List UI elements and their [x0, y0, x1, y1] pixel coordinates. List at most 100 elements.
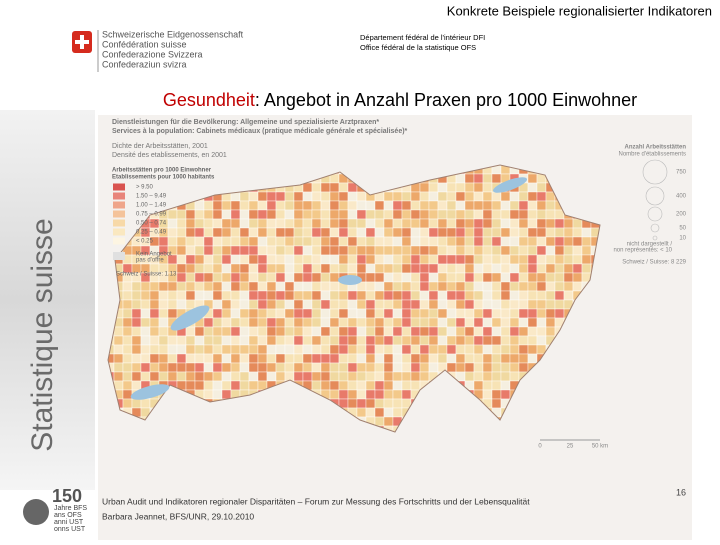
map-region	[320, 263, 331, 274]
map-region	[410, 218, 421, 229]
map-region	[383, 380, 394, 391]
map-region	[311, 335, 322, 346]
map-region	[437, 326, 448, 337]
map-region	[491, 344, 502, 355]
map-region	[500, 335, 511, 346]
map-region	[545, 281, 556, 292]
org-name: Confederaziun svizra	[102, 59, 187, 69]
map-region	[410, 317, 421, 328]
map-region	[275, 200, 286, 211]
map-region	[158, 299, 169, 310]
map-region	[230, 299, 241, 310]
map-region	[473, 281, 484, 292]
map-region	[572, 272, 583, 283]
map-region	[554, 227, 565, 238]
map-region	[437, 227, 448, 238]
map-region	[572, 218, 583, 229]
map-region	[473, 218, 484, 229]
map-region	[392, 281, 403, 292]
map-region	[401, 389, 412, 400]
map-region	[437, 299, 448, 310]
map-region	[527, 200, 538, 211]
map-region	[401, 353, 412, 364]
map-region	[419, 317, 430, 328]
map-region	[383, 308, 394, 319]
map-region	[338, 299, 349, 310]
map-region	[221, 290, 232, 301]
map-region	[482, 200, 493, 211]
map-region	[419, 371, 430, 382]
map-region	[500, 362, 511, 373]
map-region	[275, 245, 286, 256]
map-region	[230, 281, 241, 292]
map-region	[581, 263, 592, 274]
map-region	[491, 290, 502, 301]
map-region	[572, 263, 583, 274]
map-region	[365, 353, 376, 364]
size-legend-note: non représentés: < 10	[613, 248, 672, 254]
map-region	[518, 344, 529, 355]
map-region	[149, 290, 160, 301]
map-region	[338, 209, 349, 220]
map-region	[428, 191, 439, 202]
map-region	[194, 326, 205, 337]
map-region	[410, 353, 421, 364]
map-region	[347, 200, 358, 211]
map-region	[239, 362, 250, 373]
map-region	[446, 227, 457, 238]
map-region	[383, 200, 394, 211]
map-region	[284, 344, 295, 355]
map-region	[473, 245, 484, 256]
map-region	[149, 317, 160, 328]
map-region	[356, 236, 367, 247]
map-region	[185, 254, 196, 265]
map-region	[356, 326, 367, 337]
map-region	[203, 200, 214, 211]
map-region	[545, 209, 556, 220]
map-region	[203, 335, 214, 346]
map-region	[185, 362, 196, 373]
map-region	[410, 272, 421, 283]
map-region	[365, 209, 376, 220]
map-region	[230, 227, 241, 238]
map-region	[437, 182, 448, 193]
map-region	[365, 236, 376, 247]
map-region	[446, 281, 457, 292]
map-region	[248, 200, 259, 211]
map-region	[491, 308, 502, 319]
map-region	[320, 362, 331, 373]
map-region	[410, 362, 421, 373]
map-region	[509, 362, 520, 373]
map-region	[203, 209, 214, 220]
map-region	[500, 344, 511, 355]
map-region	[419, 326, 430, 337]
map-region	[248, 218, 259, 229]
map-region	[203, 290, 214, 301]
map-region	[194, 236, 205, 247]
map-region	[509, 254, 520, 265]
map-region	[257, 308, 268, 319]
map-region	[392, 389, 403, 400]
org-name: Schweizerische Eidgenossenschaft	[102, 29, 244, 39]
size-legend-total: Schweiz / Suisse: 8 229	[622, 260, 686, 266]
map-region	[302, 236, 313, 247]
map-region	[437, 218, 448, 229]
map-region	[158, 281, 169, 292]
map-region	[230, 317, 241, 328]
map-region	[509, 353, 520, 364]
map-region	[293, 308, 304, 319]
map-region	[338, 263, 349, 274]
map-region	[149, 281, 160, 292]
map-region	[347, 326, 358, 337]
map-region	[536, 272, 547, 283]
map-region	[455, 209, 466, 220]
map-region	[356, 245, 367, 256]
map-region	[293, 218, 304, 229]
map-region	[464, 173, 475, 184]
map-region	[383, 272, 394, 283]
map-region	[311, 308, 322, 319]
map-region	[455, 344, 466, 355]
map-region	[509, 290, 520, 301]
map-region	[257, 371, 268, 382]
map-region	[383, 263, 394, 274]
